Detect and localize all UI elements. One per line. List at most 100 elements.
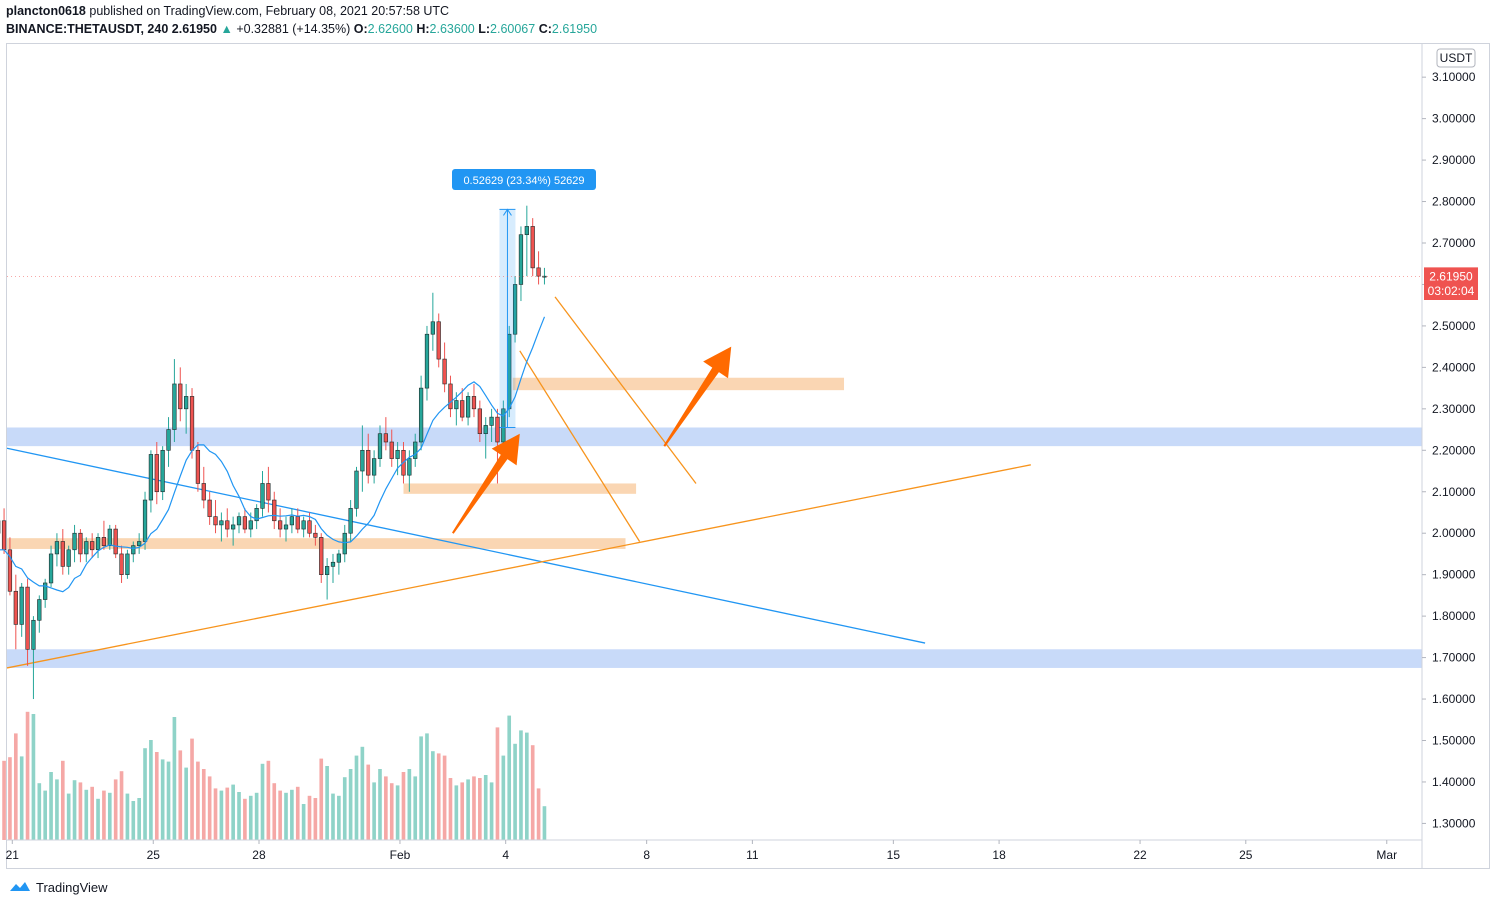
candle-body xyxy=(272,499,277,522)
volume-bar xyxy=(154,752,159,840)
candle-body xyxy=(530,226,535,269)
measure-badge[interactable]: 0.52629 (23.34%) 52629 xyxy=(452,169,596,190)
candle-body xyxy=(430,321,435,335)
candle-body xyxy=(360,449,365,472)
candle xyxy=(266,466,271,513)
volume-bar xyxy=(378,769,382,840)
volume-bar xyxy=(78,782,83,840)
volume-bar xyxy=(478,778,482,840)
volume-bar xyxy=(55,779,59,840)
candle-body xyxy=(354,470,359,509)
candle xyxy=(166,417,171,467)
volume-bar xyxy=(278,790,282,840)
candle-body xyxy=(295,516,300,530)
volume-bar xyxy=(483,775,488,840)
candle xyxy=(90,533,95,559)
candle xyxy=(72,524,77,563)
footer-brand[interactable]: TradingView xyxy=(36,879,108,895)
up-arrow-icon xyxy=(451,433,520,534)
volume-bar xyxy=(384,776,388,840)
orange-zone-0 xyxy=(7,538,626,549)
footer: TradingView xyxy=(8,876,108,898)
candle xyxy=(201,466,206,509)
volume-bar xyxy=(313,798,318,840)
volume-bar xyxy=(102,790,106,840)
symbol-label: BINANCE:THETAUSDT, 240 xyxy=(6,22,169,36)
volume-bar xyxy=(201,769,206,840)
candle xyxy=(536,251,541,285)
time-tick-label: 22 xyxy=(1133,848,1147,862)
currency-badge[interactable]: USDT xyxy=(1436,48,1476,68)
candle-body xyxy=(13,590,18,625)
candle xyxy=(101,520,107,550)
candle-body xyxy=(536,267,541,277)
candle xyxy=(37,595,42,633)
candle-body xyxy=(483,425,488,435)
volume-bar xyxy=(325,766,329,840)
candles-layer xyxy=(0,205,547,700)
volume-bar xyxy=(243,798,247,840)
volume-bar xyxy=(72,780,77,840)
price-tick-label: 1.90000 xyxy=(1432,568,1476,582)
volume-bar xyxy=(2,760,6,840)
candle-body xyxy=(454,400,459,410)
annotations-layer xyxy=(451,208,732,534)
volume-bar xyxy=(425,733,429,840)
candle xyxy=(319,533,324,583)
volume-bar xyxy=(31,714,36,840)
candle-body xyxy=(25,586,30,650)
price-tick-label: 2.80000 xyxy=(1432,195,1476,209)
candle xyxy=(436,313,441,368)
candle-body xyxy=(95,537,101,551)
candle xyxy=(242,508,248,534)
volume-bar xyxy=(96,798,100,840)
time-tick-label: 11 xyxy=(746,848,759,862)
candle-body xyxy=(266,483,271,501)
candle xyxy=(395,442,400,476)
candle-body xyxy=(107,528,112,546)
price-tick-label: 1.30000 xyxy=(1432,816,1476,830)
candle xyxy=(184,383,189,434)
volume-bar xyxy=(301,804,306,840)
volume-bar xyxy=(513,743,517,840)
volume-bar xyxy=(143,748,147,840)
time-tick-label: 15 xyxy=(887,848,901,862)
volume-bar xyxy=(542,806,547,840)
up-arrow-icon xyxy=(663,346,732,447)
volume-bar xyxy=(366,764,371,840)
volume-bar xyxy=(60,760,65,840)
tradingview-cloud-icon xyxy=(10,882,30,891)
volume-bar xyxy=(231,784,235,840)
volume-bar xyxy=(190,738,194,840)
candle xyxy=(219,512,224,542)
candle xyxy=(84,537,89,563)
candle-body xyxy=(289,516,295,526)
candle-body xyxy=(7,549,13,592)
time-tick-label: 25 xyxy=(147,848,161,862)
candle-body xyxy=(413,441,418,459)
candle-body xyxy=(101,537,107,546)
candle xyxy=(360,425,365,492)
last-price: 2.61950 xyxy=(171,22,217,36)
countdown-label: 03:02:04 xyxy=(1428,284,1475,298)
candle-body xyxy=(142,499,148,542)
candle-body xyxy=(342,532,347,555)
trendline-3 xyxy=(554,296,697,484)
arrow-shape xyxy=(663,346,732,447)
candle-body xyxy=(407,458,412,476)
candle xyxy=(424,325,430,401)
candle-body xyxy=(448,383,453,410)
open-value: 2.62600 xyxy=(367,22,413,36)
author-name[interactable]: plancton0618 xyxy=(6,4,86,18)
candle-body xyxy=(84,541,89,555)
volume-bar xyxy=(489,782,494,840)
price-tick-label: 2.70000 xyxy=(1432,236,1476,250)
candle-body xyxy=(195,449,201,484)
candle-body xyxy=(301,520,306,530)
candle xyxy=(178,367,183,422)
candle-body xyxy=(90,541,95,551)
chart-frame[interactable] xyxy=(6,43,1490,869)
candle-body xyxy=(424,333,430,389)
candle-body xyxy=(477,408,482,435)
